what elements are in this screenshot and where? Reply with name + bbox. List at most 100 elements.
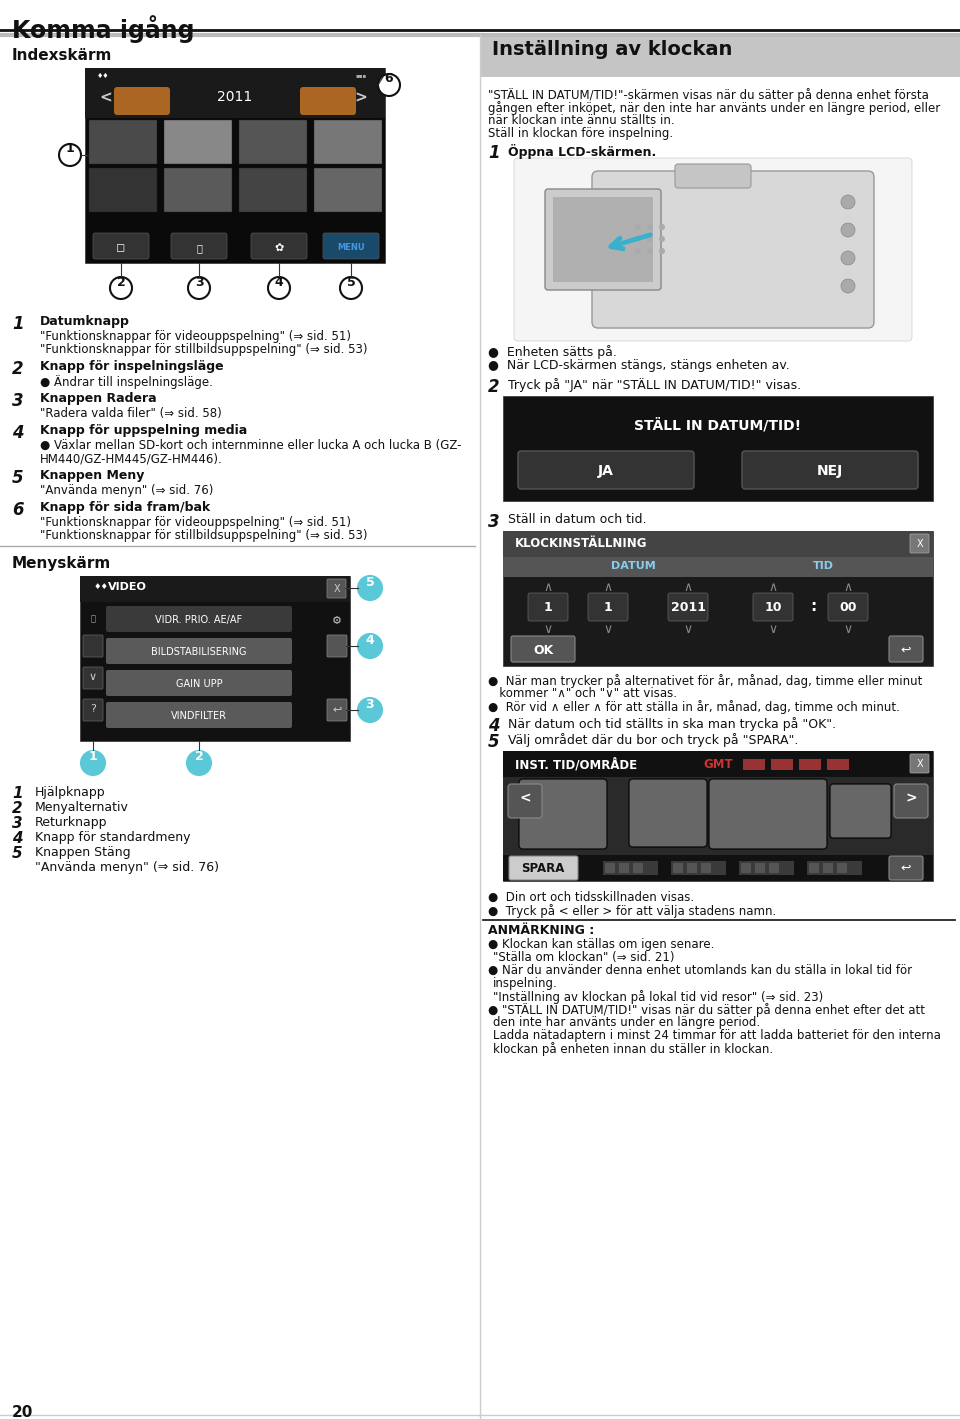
Text: 5: 5 xyxy=(366,576,374,589)
Text: kommer "∧" och "∨" att visas.: kommer "∧" och "∨" att visas. xyxy=(488,687,677,700)
Text: 2: 2 xyxy=(195,749,204,762)
FancyBboxPatch shape xyxy=(89,121,157,165)
FancyBboxPatch shape xyxy=(83,634,103,657)
Circle shape xyxy=(188,277,210,299)
FancyBboxPatch shape xyxy=(106,639,292,664)
Text: INST. TID/OMRÅDE: INST. TID/OMRÅDE xyxy=(515,758,637,772)
FancyBboxPatch shape xyxy=(503,856,933,881)
FancyBboxPatch shape xyxy=(701,863,711,873)
Text: 2: 2 xyxy=(116,275,126,288)
FancyBboxPatch shape xyxy=(89,167,157,211)
FancyBboxPatch shape xyxy=(739,861,794,876)
Text: ● "STÄLL IN DATUM/TID!" visas när du sätter på denna enhet efter det att: ● "STÄLL IN DATUM/TID!" visas när du sät… xyxy=(488,1003,925,1017)
Text: Inställning av klockan: Inställning av klockan xyxy=(492,40,732,60)
FancyBboxPatch shape xyxy=(114,87,170,115)
Text: Indexskärm: Indexskärm xyxy=(12,48,112,62)
Text: X: X xyxy=(917,759,924,769)
FancyBboxPatch shape xyxy=(603,861,658,876)
Text: 4: 4 xyxy=(275,275,283,288)
Text: ♦♦: ♦♦ xyxy=(94,582,109,590)
Text: 1: 1 xyxy=(543,602,552,614)
Text: "Inställning av klockan på lokal tid vid resor" (⇒ sid. 23): "Inställning av klockan på lokal tid vid… xyxy=(493,990,824,1005)
Text: ↩: ↩ xyxy=(900,644,911,657)
FancyBboxPatch shape xyxy=(671,861,726,876)
FancyBboxPatch shape xyxy=(709,779,827,849)
Text: ∧: ∧ xyxy=(543,580,553,595)
FancyBboxPatch shape xyxy=(673,863,683,873)
Text: GMT: GMT xyxy=(703,758,732,771)
Text: 3: 3 xyxy=(195,275,204,288)
Circle shape xyxy=(841,223,855,237)
Circle shape xyxy=(378,74,400,96)
FancyBboxPatch shape xyxy=(592,172,874,328)
FancyBboxPatch shape xyxy=(668,593,708,622)
Text: "Funktionsknappar för videouppspelning" (⇒ sid. 51): "Funktionsknappar för videouppspelning" … xyxy=(40,331,351,343)
Text: X: X xyxy=(334,585,340,595)
Text: Menyskärm: Menyskärm xyxy=(12,556,111,570)
FancyBboxPatch shape xyxy=(743,759,765,771)
Circle shape xyxy=(635,224,641,230)
FancyBboxPatch shape xyxy=(633,863,643,873)
Text: när klockan inte ännu ställts in.: när klockan inte ännu ställts in. xyxy=(488,114,675,126)
FancyBboxPatch shape xyxy=(327,634,347,657)
FancyBboxPatch shape xyxy=(106,702,292,728)
Text: ∨: ∨ xyxy=(768,623,778,636)
FancyBboxPatch shape xyxy=(251,233,307,260)
Text: ∧: ∧ xyxy=(684,580,692,595)
Text: ▪▪▪: ▪▪▪ xyxy=(355,72,367,78)
FancyBboxPatch shape xyxy=(164,167,232,211)
FancyBboxPatch shape xyxy=(769,863,779,873)
Text: ✿: ✿ xyxy=(275,243,284,253)
FancyBboxPatch shape xyxy=(889,856,923,880)
Text: 6: 6 xyxy=(12,501,24,519)
Circle shape xyxy=(110,277,132,299)
Circle shape xyxy=(635,236,641,243)
Text: Ställ in klockan före inspelning.: Ställ in klockan före inspelning. xyxy=(488,126,673,140)
Text: 3: 3 xyxy=(12,392,24,410)
Text: ↩: ↩ xyxy=(900,861,911,876)
Text: "Radera valda filer" (⇒ sid. 58): "Radera valda filer" (⇒ sid. 58) xyxy=(40,407,222,420)
Text: 1: 1 xyxy=(12,786,23,800)
Text: ● Klockan kan ställas om igen senare.: ● Klockan kan ställas om igen senare. xyxy=(488,938,714,951)
FancyBboxPatch shape xyxy=(83,667,103,690)
Text: ∨: ∨ xyxy=(844,623,852,636)
Text: "Funktionsknappar för stillbildsuppspelning" (⇒ sid. 53): "Funktionsknappar för stillbildsuppspeln… xyxy=(40,343,368,356)
FancyBboxPatch shape xyxy=(553,197,653,282)
FancyBboxPatch shape xyxy=(314,121,382,165)
Text: ●  När LCD-skärmen stängs, stängs enheten av.: ● När LCD-skärmen stängs, stängs enheten… xyxy=(488,359,790,372)
Text: ?: ? xyxy=(90,704,96,714)
Text: den inte har använts under en längre period.: den inte har använts under en längre per… xyxy=(493,1016,760,1029)
FancyBboxPatch shape xyxy=(85,87,385,118)
Text: DATUM: DATUM xyxy=(611,561,656,570)
Text: MENU: MENU xyxy=(337,243,365,253)
Text: Knappen Meny: Knappen Meny xyxy=(40,470,144,482)
FancyBboxPatch shape xyxy=(85,68,385,87)
FancyBboxPatch shape xyxy=(503,778,933,856)
FancyBboxPatch shape xyxy=(480,35,960,77)
FancyBboxPatch shape xyxy=(519,779,607,849)
Text: ●  Tryck på < eller > för att välja stadens namn.: ● Tryck på < eller > för att välja stade… xyxy=(488,904,777,918)
Text: 2011: 2011 xyxy=(670,602,706,614)
Text: Datumknapp: Datumknapp xyxy=(40,315,130,328)
Text: 2: 2 xyxy=(12,800,23,816)
Text: ⧖: ⧖ xyxy=(90,614,95,623)
Text: Knappen Stäng: Knappen Stäng xyxy=(35,846,131,858)
FancyBboxPatch shape xyxy=(239,167,307,211)
Text: VIDEO: VIDEO xyxy=(108,582,147,592)
Text: :: : xyxy=(810,599,816,614)
Text: Knapp för standardmeny: Knapp för standardmeny xyxy=(35,832,190,844)
FancyBboxPatch shape xyxy=(327,700,347,721)
Text: ∨: ∨ xyxy=(89,673,97,683)
Text: Knapp för sida fram/bak: Knapp för sida fram/bak xyxy=(40,501,210,514)
Text: När datum och tid ställts in ska man trycka på "OK".: När datum och tid ställts in ska man try… xyxy=(508,717,836,731)
Text: ↩: ↩ xyxy=(332,704,342,714)
Circle shape xyxy=(635,248,641,254)
FancyBboxPatch shape xyxy=(164,121,232,165)
FancyBboxPatch shape xyxy=(545,189,661,289)
Text: Knappen Radera: Knappen Radera xyxy=(40,392,156,404)
Circle shape xyxy=(340,277,362,299)
FancyBboxPatch shape xyxy=(528,593,568,622)
Text: Välj området där du bor och tryck på "SPARA".: Välj området där du bor och tryck på "SP… xyxy=(508,734,799,746)
FancyBboxPatch shape xyxy=(518,451,694,490)
Text: 4: 4 xyxy=(488,717,499,735)
